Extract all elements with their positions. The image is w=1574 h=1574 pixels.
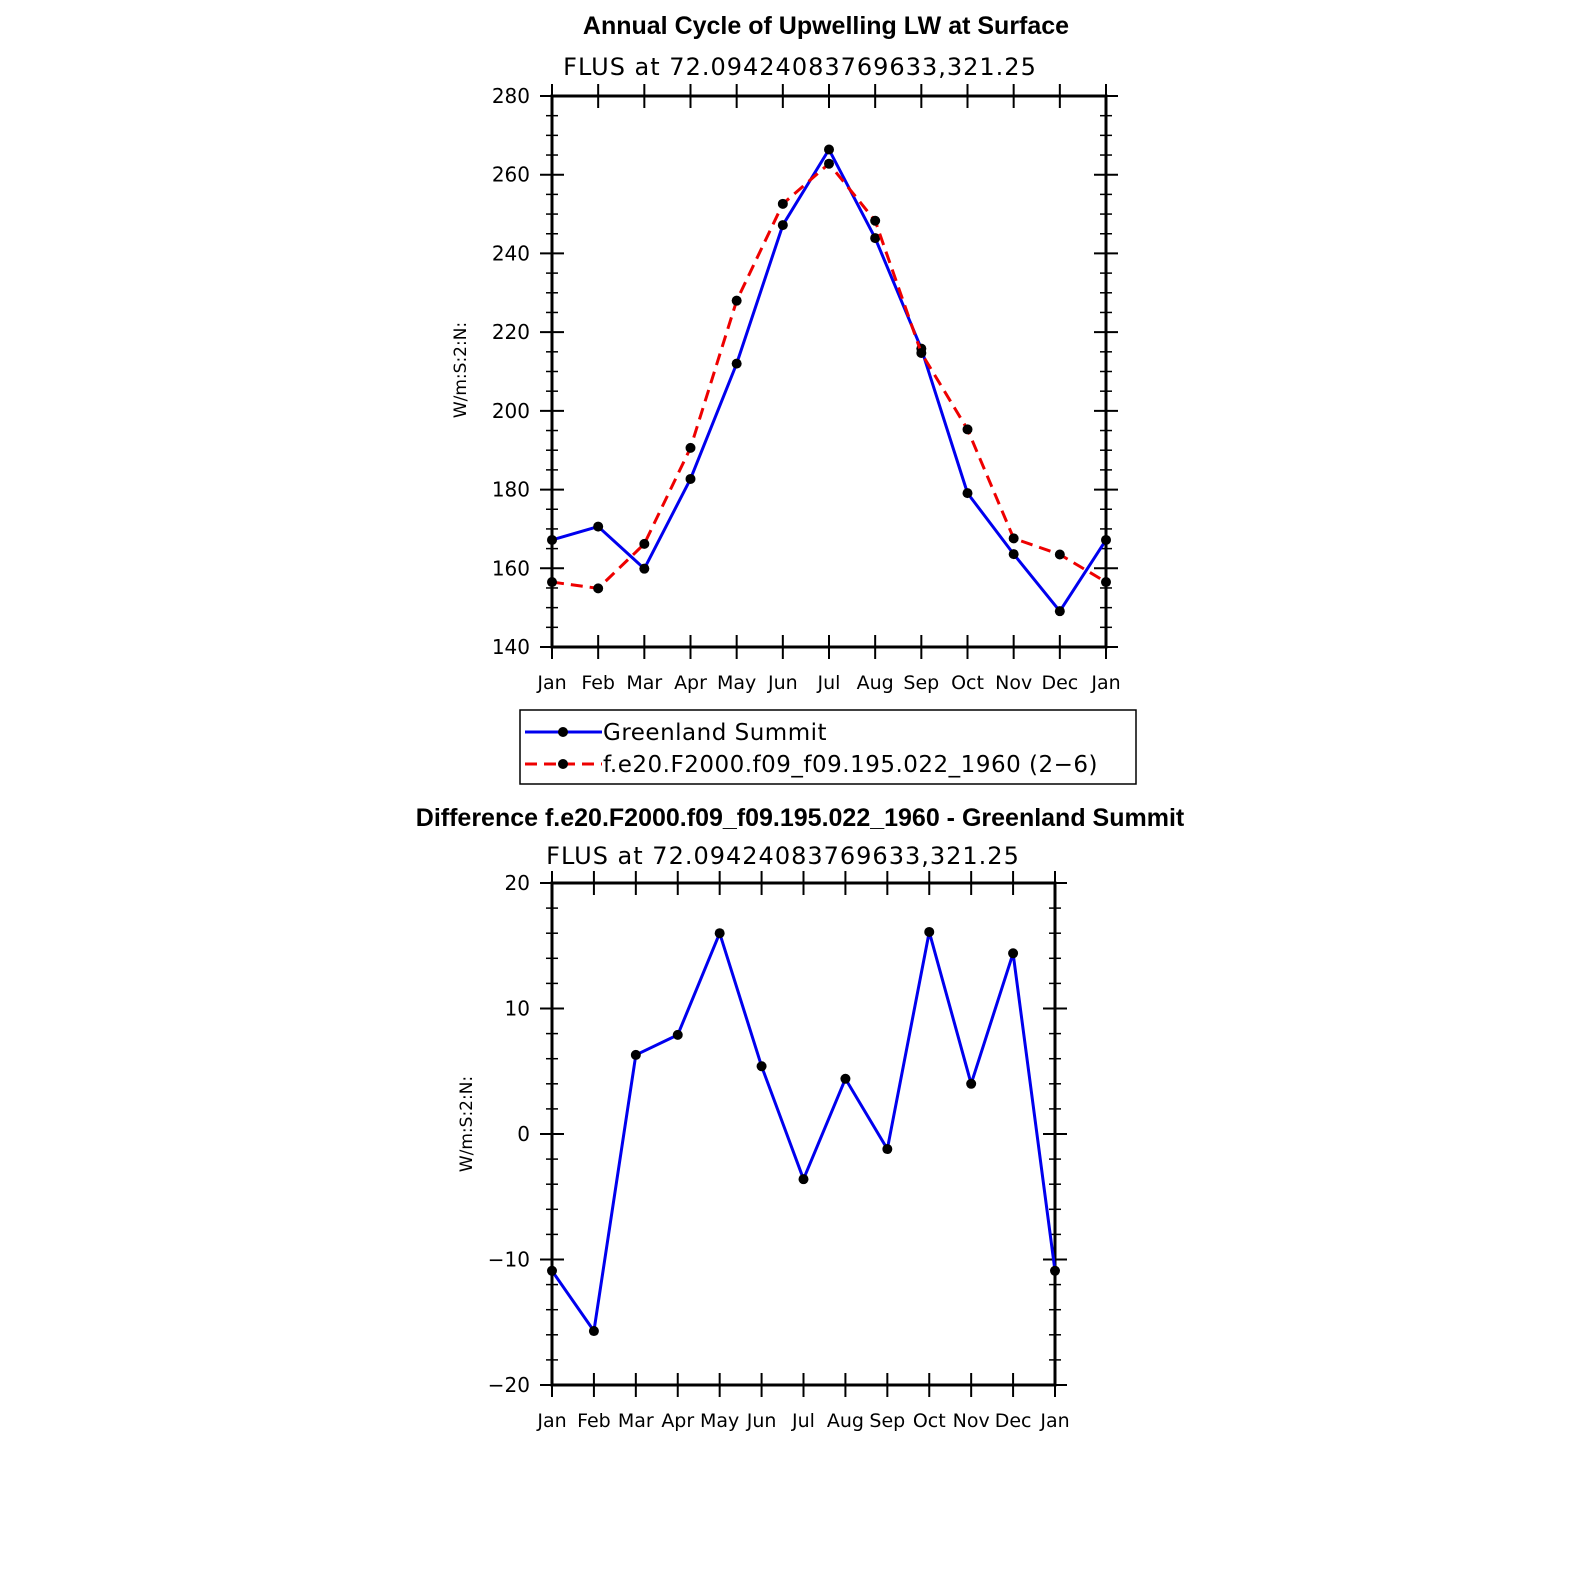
- data-point: [547, 577, 557, 588]
- data-point: [547, 534, 557, 545]
- series-line: [550, 930, 1057, 1333]
- x-tick-label: Jun: [746, 1410, 777, 1432]
- data-point: [1008, 948, 1019, 959]
- series-line: [551, 162, 1107, 590]
- data-point: [593, 583, 604, 594]
- x-tick-label: May: [700, 1410, 739, 1432]
- x-tick-label: Mar: [618, 1410, 654, 1432]
- y-tick-label: 220: [492, 320, 530, 344]
- chart-difference: Difference f.e20.F2000.f09_f09.195.022_1…: [416, 804, 1185, 1432]
- data-point: [731, 358, 742, 369]
- y-axis-label: W/m:S:2:N:: [457, 1076, 477, 1172]
- x-tick-label: Jan: [536, 1410, 566, 1432]
- x-tick-label: Dec: [1041, 672, 1078, 694]
- legend-box: [519, 709, 1137, 785]
- y-tick-label: 180: [492, 478, 530, 502]
- legend-label: f.e20.F2000.f09_f09.195.022_1960 (2−6): [603, 752, 1098, 778]
- data-point: [630, 1049, 641, 1060]
- data-point: [672, 1029, 683, 1040]
- data-point: [1008, 549, 1019, 560]
- data-point: [639, 563, 650, 574]
- data-point: [962, 488, 973, 499]
- data-point: [882, 1144, 893, 1155]
- data-point: [685, 473, 696, 484]
- x-tick-label: Jan: [1039, 1410, 1069, 1432]
- data-point: [870, 215, 881, 226]
- data-point: [824, 158, 834, 169]
- x-tick-label: Oct: [951, 672, 984, 694]
- data-point: [1008, 533, 1019, 544]
- legend-label: Greenland Summit: [603, 720, 827, 746]
- data-point: [1050, 1265, 1060, 1276]
- legend-marker: [558, 759, 568, 769]
- x-tick-label: Nov: [995, 672, 1032, 694]
- y-tick-label: 140: [492, 635, 530, 659]
- data-point: [777, 198, 788, 209]
- data-point: [924, 926, 935, 937]
- x-tick-label: Jan: [1090, 672, 1120, 694]
- data-point: [714, 928, 725, 939]
- chart-title: Difference f.e20.F2000.f09_f09.195.022_1…: [416, 804, 1185, 832]
- x-tick-label: Feb: [581, 672, 615, 694]
- data-point: [593, 521, 604, 532]
- chart-annual-cycle: Annual Cycle of Upwelling LW at Surface …: [451, 12, 1137, 785]
- y-tick-label: 160: [492, 556, 530, 580]
- data-point: [916, 348, 927, 359]
- x-tick-label: Sep: [903, 672, 939, 694]
- x-tick-label: Aug: [857, 672, 894, 694]
- x-tick-label: Oct: [913, 1410, 946, 1432]
- x-tick-label: Sep: [869, 1410, 905, 1432]
- data-point: [1101, 577, 1111, 588]
- data-point: [798, 1174, 809, 1185]
- y-tick-label: −10: [488, 1248, 530, 1272]
- x-tick-label: Jan: [536, 672, 566, 694]
- data-point: [731, 295, 742, 306]
- data-point: [756, 1061, 767, 1072]
- x-tick-label: Dec: [995, 1410, 1032, 1432]
- data-point: [685, 442, 696, 453]
- x-tick-label: May: [717, 672, 756, 694]
- y-tick-label: 240: [492, 241, 530, 265]
- x-tick-label: Feb: [577, 1410, 611, 1432]
- x-tick-label: Mar: [626, 672, 662, 694]
- y-tick-label: 200: [492, 399, 530, 423]
- x-tick-label: Apr: [674, 672, 707, 694]
- x-tick-label: Aug: [827, 1410, 864, 1432]
- data-point: [639, 538, 650, 549]
- y-tick-label: −20: [488, 1373, 530, 1397]
- data-point: [962, 424, 973, 435]
- y-axis-label: W/m:S:2:N:: [451, 322, 471, 418]
- data-point: [588, 1326, 599, 1337]
- chart-title: Annual Cycle of Upwelling LW at Surface: [583, 12, 1069, 40]
- x-tick-label: Jul: [817, 672, 841, 694]
- y-tick-label: 280: [492, 84, 530, 108]
- y-tick-label: 0: [517, 1122, 530, 1146]
- data-point: [824, 144, 834, 155]
- x-tick-label: Apr: [661, 1410, 694, 1432]
- plot-frame: [550, 881, 1057, 1387]
- x-tick-label: Jul: [791, 1410, 815, 1432]
- x-tick-label: Jun: [767, 672, 798, 694]
- chart-subtitle: FLUS at 72.09424083769633,321.25: [563, 53, 1037, 81]
- legend-marker: [558, 727, 568, 737]
- x-tick-label: Nov: [953, 1410, 990, 1432]
- data-point: [777, 220, 788, 231]
- data-point: [1054, 606, 1065, 617]
- data-point: [840, 1073, 851, 1084]
- y-tick-label: 20: [505, 871, 530, 895]
- y-tick-label: 260: [492, 163, 530, 187]
- data-point: [547, 1265, 557, 1276]
- y-tick-label: 10: [505, 997, 530, 1021]
- data-point: [1054, 549, 1065, 560]
- data-point: [870, 233, 881, 244]
- data-point: [1101, 534, 1111, 545]
- data-point: [966, 1078, 977, 1089]
- chart-subtitle: FLUS at 72.09424083769633,321.25: [546, 842, 1020, 870]
